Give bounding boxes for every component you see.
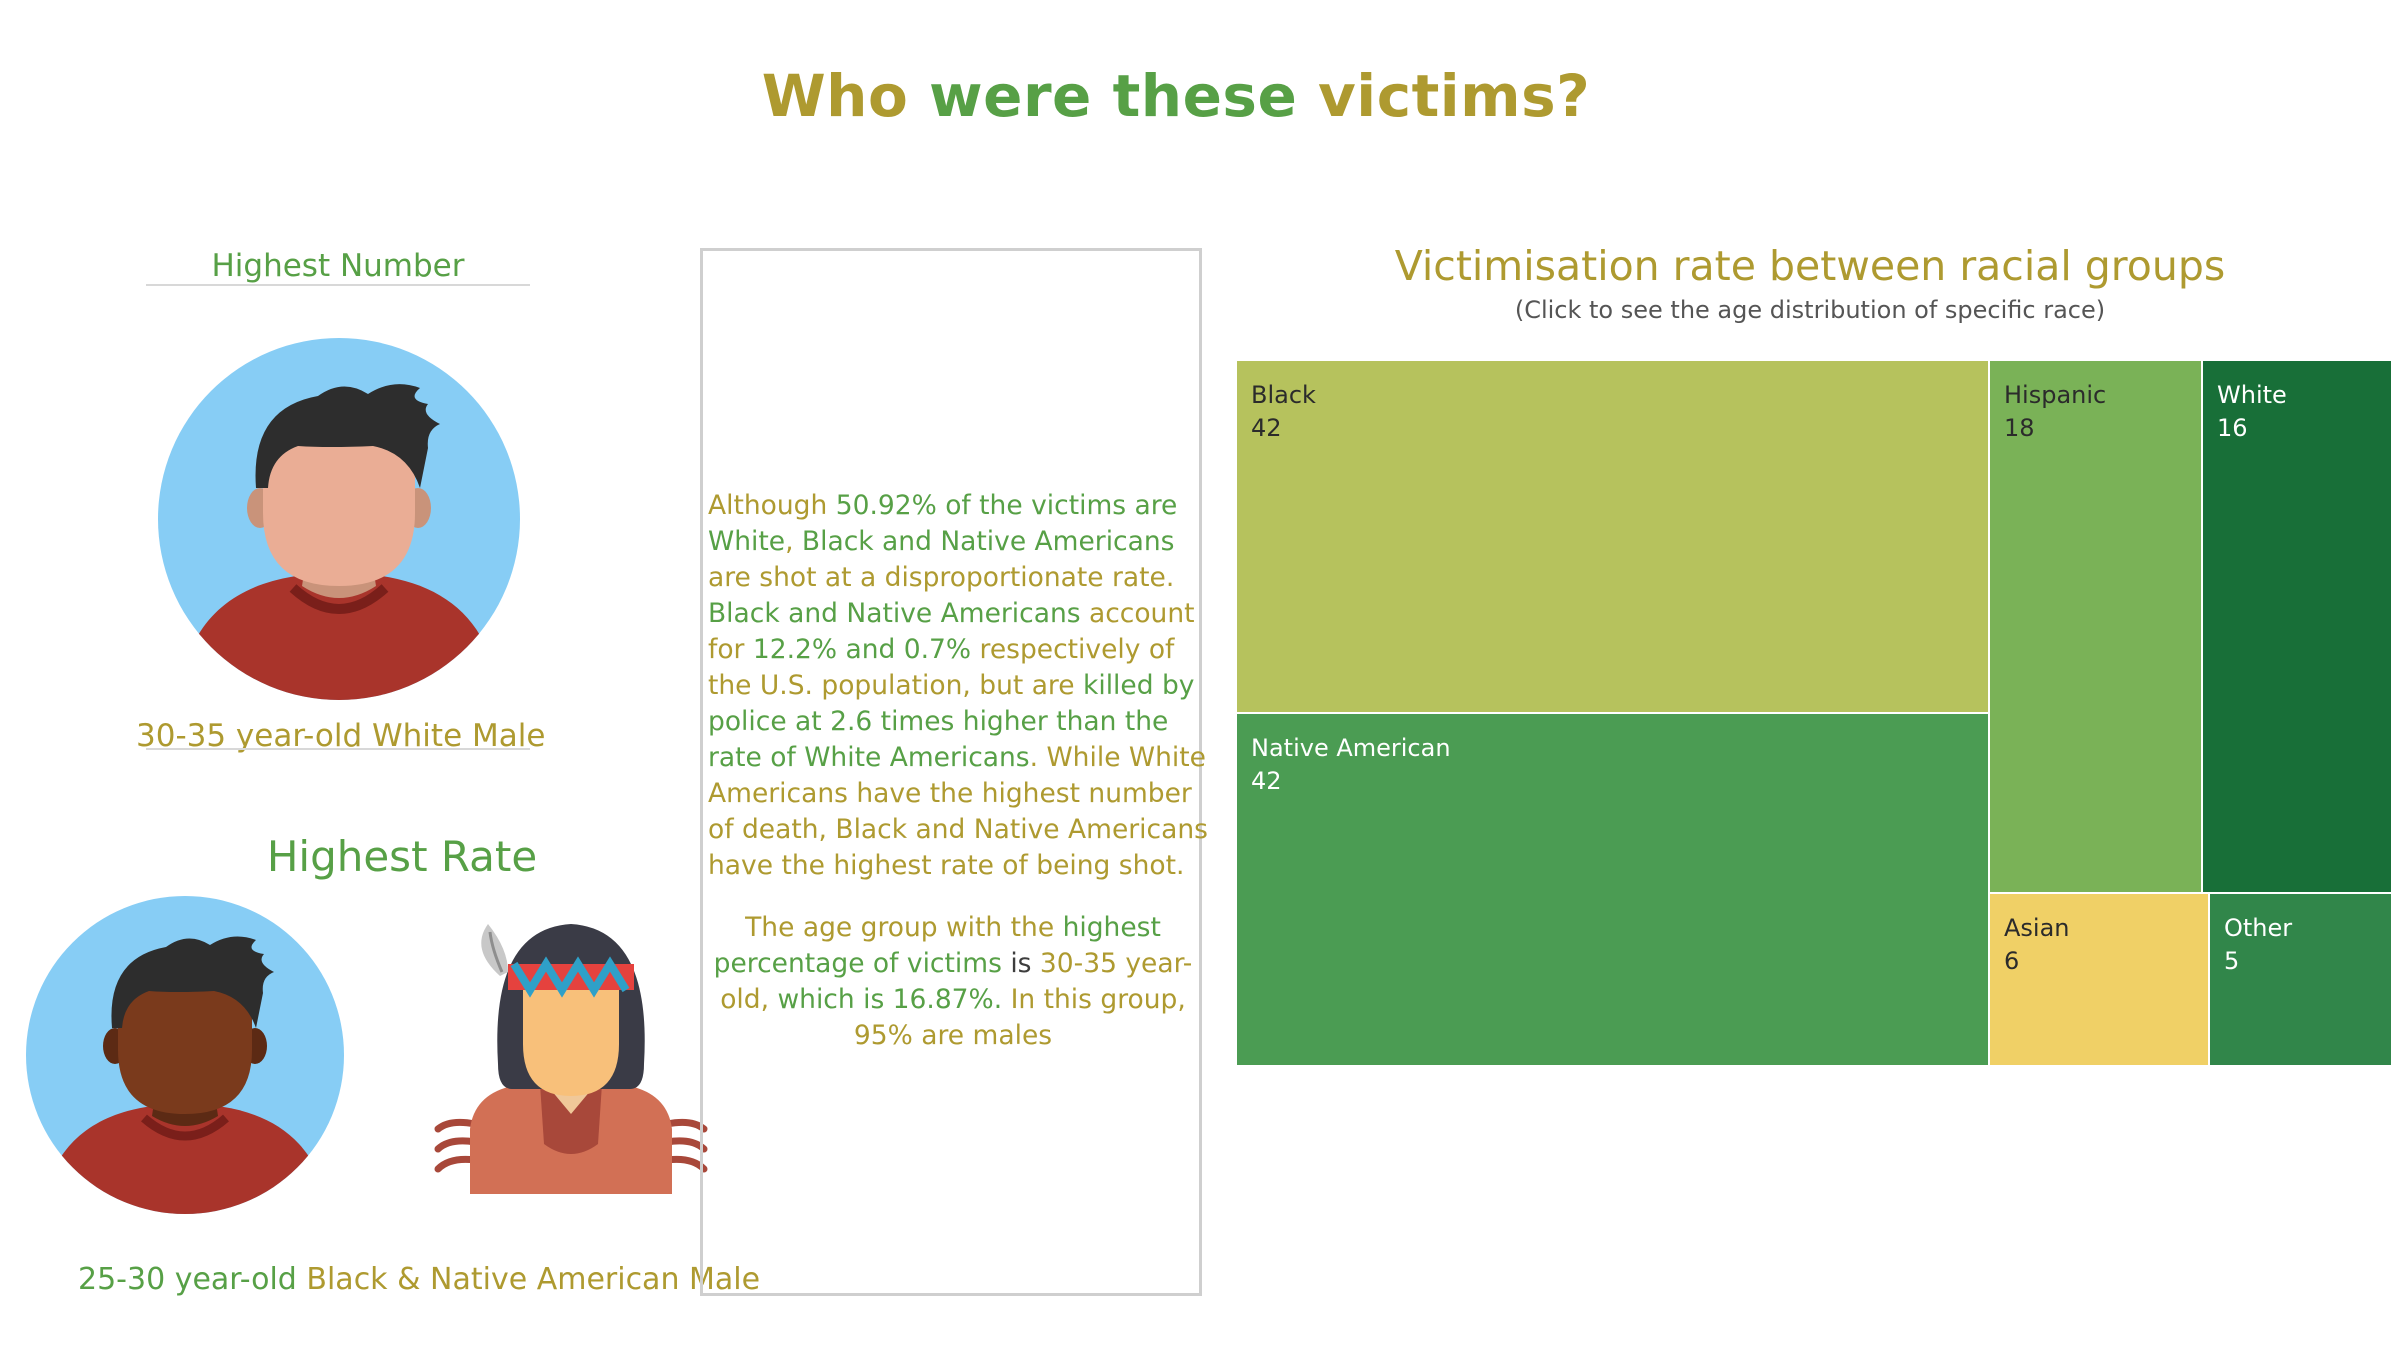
tile-value: 16 — [2217, 414, 2248, 442]
tile-category: Hispanic — [2004, 381, 2107, 409]
tile-label: White 16 — [2217, 379, 2287, 445]
page-title: Who were these victims? — [761, 62, 1591, 130]
white-male-avatar-icon — [158, 338, 520, 700]
treemap-chart: Black 42 Native American 42 Hispanic 18 White 1… — [1236, 360, 2392, 1066]
text-panel-border — [700, 248, 1202, 1296]
treemap-tile-hispanic[interactable]: Hispanic 18 — [1989, 360, 2202, 893]
treemap-title: Victimisation rate between racial groups — [1394, 242, 2226, 290]
tile-value: 42 — [1251, 767, 1282, 795]
treemap-tile-native-american[interactable]: Native American 42 — [1236, 713, 1989, 1066]
tile-value: 5 — [2224, 947, 2240, 975]
treemap-tile-white[interactable]: White 16 — [2202, 360, 2392, 893]
treemap-tile-black[interactable]: Black 42 — [1236, 360, 1989, 713]
highest-rate-caption: 25-30 year-old Black & Native American M… — [78, 1262, 761, 1297]
tile-category: Black — [1251, 381, 1316, 409]
tile-label: Black 42 — [1251, 379, 1316, 445]
tile-label: Other 5 — [2224, 912, 2292, 978]
tile-category: Native American — [1251, 734, 1451, 762]
tile-category: White — [2217, 381, 2287, 409]
age-group-paragraph: The age group with the highest percentag… — [713, 912, 1193, 1051]
tile-label: Native American 42 — [1251, 732, 1451, 798]
summary-paragraph: Although 50.92% of the victims are White… — [708, 490, 1208, 881]
black-male-avatar-icon — [26, 896, 344, 1214]
tile-value: 42 — [1251, 414, 1282, 442]
treemap-tile-other[interactable]: Other 5 — [2209, 893, 2392, 1066]
highest-rate-heading: Highest Rate — [266, 832, 538, 881]
treemap-tile-asian[interactable]: Asian 6 — [1989, 893, 2209, 1066]
divider — [146, 748, 530, 750]
tile-label: Asian 6 — [2004, 912, 2070, 978]
tile-value: 18 — [2004, 414, 2035, 442]
native-american-male-icon — [434, 924, 708, 1194]
divider — [146, 284, 530, 286]
tile-category: Other — [2224, 914, 2293, 942]
treemap-subtitle: (Click to see the age distribution of sp… — [1514, 296, 2106, 324]
tile-value: 6 — [2004, 947, 2020, 975]
highest-number-heading: Highest Number — [211, 248, 465, 284]
tile-category: Asian — [2004, 914, 2070, 942]
tile-label: Hispanic 18 — [2004, 379, 2106, 445]
